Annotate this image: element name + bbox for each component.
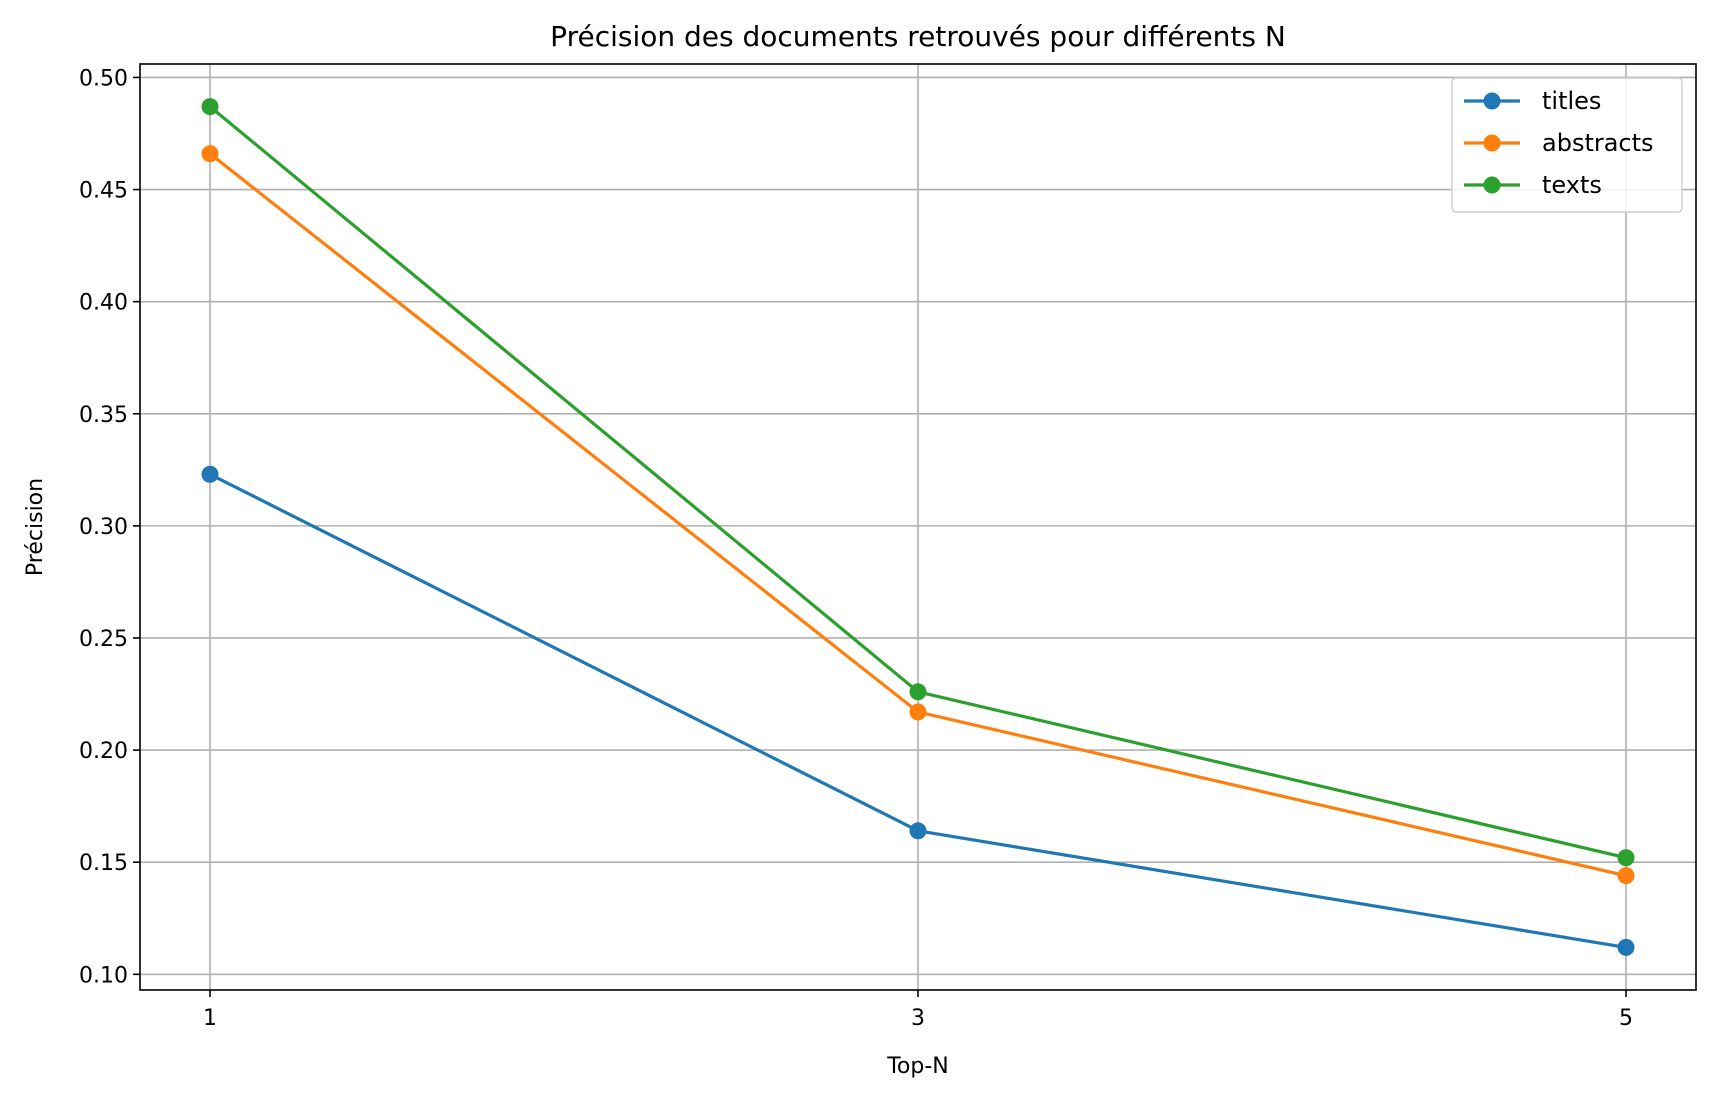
data-point-abstracts — [201, 145, 219, 163]
y-tick-label: 0.40 — [79, 291, 128, 316]
y-tick-label: 0.15 — [79, 851, 128, 876]
data-point-abstracts — [909, 703, 927, 721]
data-point-abstracts — [1617, 867, 1635, 885]
x-tick-label: 3 — [911, 1006, 925, 1031]
y-tick-label: 0.25 — [79, 627, 128, 652]
y-tick-label: 0.30 — [79, 515, 128, 540]
x-axis-title: Top-N — [886, 1054, 949, 1079]
data-point-texts — [1617, 849, 1635, 867]
legend-item-texts: texts — [1464, 171, 1602, 199]
legend: titles abstracts texts — [1451, 77, 1683, 213]
data-point-titles — [201, 465, 219, 483]
series-abstracts — [201, 145, 1635, 885]
data-point-texts — [201, 98, 219, 116]
legend-item-titles: titles — [1464, 87, 1601, 115]
data-point-titles — [909, 822, 927, 840]
chart-title: Précision des documents retrouvés pour d… — [550, 20, 1286, 53]
y-tick-label: 0.20 — [79, 739, 128, 764]
legend-box — [1451, 77, 1683, 213]
y-axis-title: Précision — [23, 478, 48, 576]
series-lines — [201, 98, 1635, 956]
series-titles — [201, 465, 1635, 956]
y-tick-label: 0.10 — [79, 963, 128, 988]
legend-marker — [1483, 134, 1501, 152]
legend-label: titles — [1542, 87, 1601, 115]
y-tick-label: 0.35 — [79, 403, 128, 428]
legend-marker — [1483, 92, 1501, 110]
data-point-titles — [1617, 938, 1635, 956]
data-point-texts — [909, 683, 927, 701]
y-tick-label: 0.50 — [79, 66, 128, 91]
legend-item-abstracts: abstracts — [1464, 129, 1654, 157]
legend-label: abstracts — [1542, 129, 1654, 157]
x-tick-label: 1 — [203, 1006, 217, 1031]
series-texts — [201, 98, 1635, 867]
axis-ticks: 0.10 0.15 0.20 0.25 0.30 0.35 0.40 0.45 0.50 1 3 5 — [79, 66, 1633, 1031]
legend-marker — [1483, 176, 1501, 194]
y-tick-label: 0.45 — [79, 179, 128, 204]
x-tick-label: 5 — [1619, 1006, 1633, 1031]
legend-label: texts — [1542, 171, 1602, 199]
